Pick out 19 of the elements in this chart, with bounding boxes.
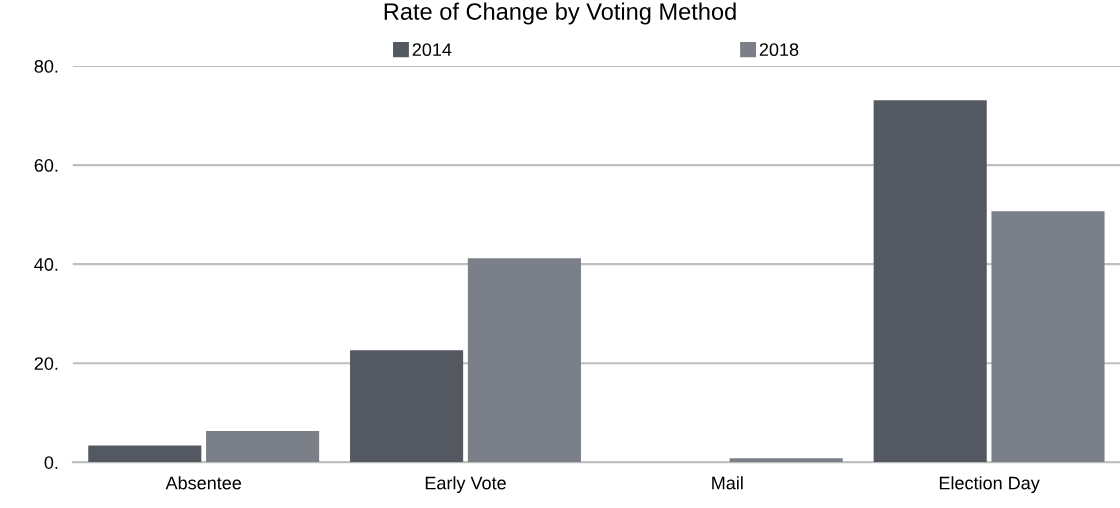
bar [467,258,581,463]
legend-label: 2018 [759,43,799,57]
bar [991,211,1105,463]
bar [729,458,843,463]
legend-label: 2014 [412,43,452,57]
x-tick-label: Mail [712,476,743,490]
y-tick-label: 80. [34,59,58,73]
y-tick-label: 20. [34,357,58,370]
y-tick-label: 60. [34,159,58,172]
bar [350,350,464,463]
x-tick-label: Absentee [165,476,242,490]
x-tick-label: Early Vote [425,476,506,493]
chart-title: Rate of Change by Voting Method [384,2,736,25]
y-tick-label: 40. [34,258,58,271]
y-tick-label: 0. [44,456,58,469]
x-tick-label: Election Day [939,476,1040,493]
bar [873,100,987,463]
bar [206,431,320,463]
bar [88,445,202,463]
